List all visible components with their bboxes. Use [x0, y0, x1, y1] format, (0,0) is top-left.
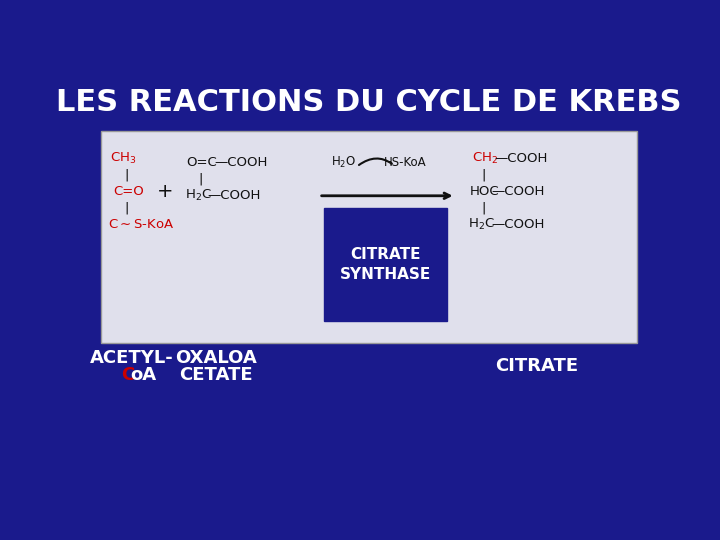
Text: +: +: [157, 182, 174, 201]
Text: CITRATE
SYNTHASE: CITRATE SYNTHASE: [340, 247, 431, 282]
Text: |: |: [198, 173, 202, 186]
Text: —COOH: —COOH: [492, 185, 545, 198]
Text: H$_2$C: H$_2$C: [468, 217, 495, 232]
Text: CH$_3$: CH$_3$: [110, 151, 137, 166]
Text: H$_2$C: H$_2$C: [185, 188, 212, 204]
Text: —COOH: —COOH: [214, 156, 267, 169]
Text: |: |: [124, 168, 128, 181]
Text: |: |: [481, 202, 485, 215]
Text: HS-KoA: HS-KoA: [384, 156, 426, 169]
Text: CETATE: CETATE: [179, 366, 253, 383]
Text: oA: oA: [131, 366, 157, 383]
Text: H$_2$O: H$_2$O: [331, 155, 356, 170]
Bar: [101, 131, 636, 343]
Text: OXALOA: OXALOA: [175, 349, 256, 367]
Text: C$\sim$S-KoA: C$\sim$S-KoA: [108, 218, 174, 231]
Text: C: C: [121, 366, 134, 383]
Text: |: |: [124, 202, 128, 215]
Text: ACETYL-: ACETYL-: [90, 349, 174, 367]
Text: —COOH: —COOH: [492, 218, 545, 231]
Text: CH$_2$: CH$_2$: [472, 151, 498, 166]
Text: CITRATE: CITRATE: [495, 357, 578, 375]
Text: C=O: C=O: [114, 185, 144, 198]
Text: |: |: [481, 168, 485, 181]
FancyArrowPatch shape: [359, 159, 392, 165]
Text: —COOH: —COOH: [494, 152, 547, 165]
Bar: [324, 208, 447, 321]
Text: O=C: O=C: [186, 156, 217, 169]
Text: LES REACTIONS DU CYCLE DE KREBS: LES REACTIONS DU CYCLE DE KREBS: [56, 87, 682, 117]
Text: HOC: HOC: [469, 185, 499, 198]
Text: —COOH: —COOH: [207, 190, 261, 202]
